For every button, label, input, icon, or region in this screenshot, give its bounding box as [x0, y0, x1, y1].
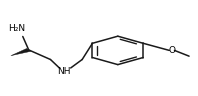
- Text: NH: NH: [58, 67, 71, 76]
- Polygon shape: [11, 48, 31, 56]
- Text: H₂N: H₂N: [8, 24, 25, 33]
- Text: O: O: [168, 46, 175, 55]
